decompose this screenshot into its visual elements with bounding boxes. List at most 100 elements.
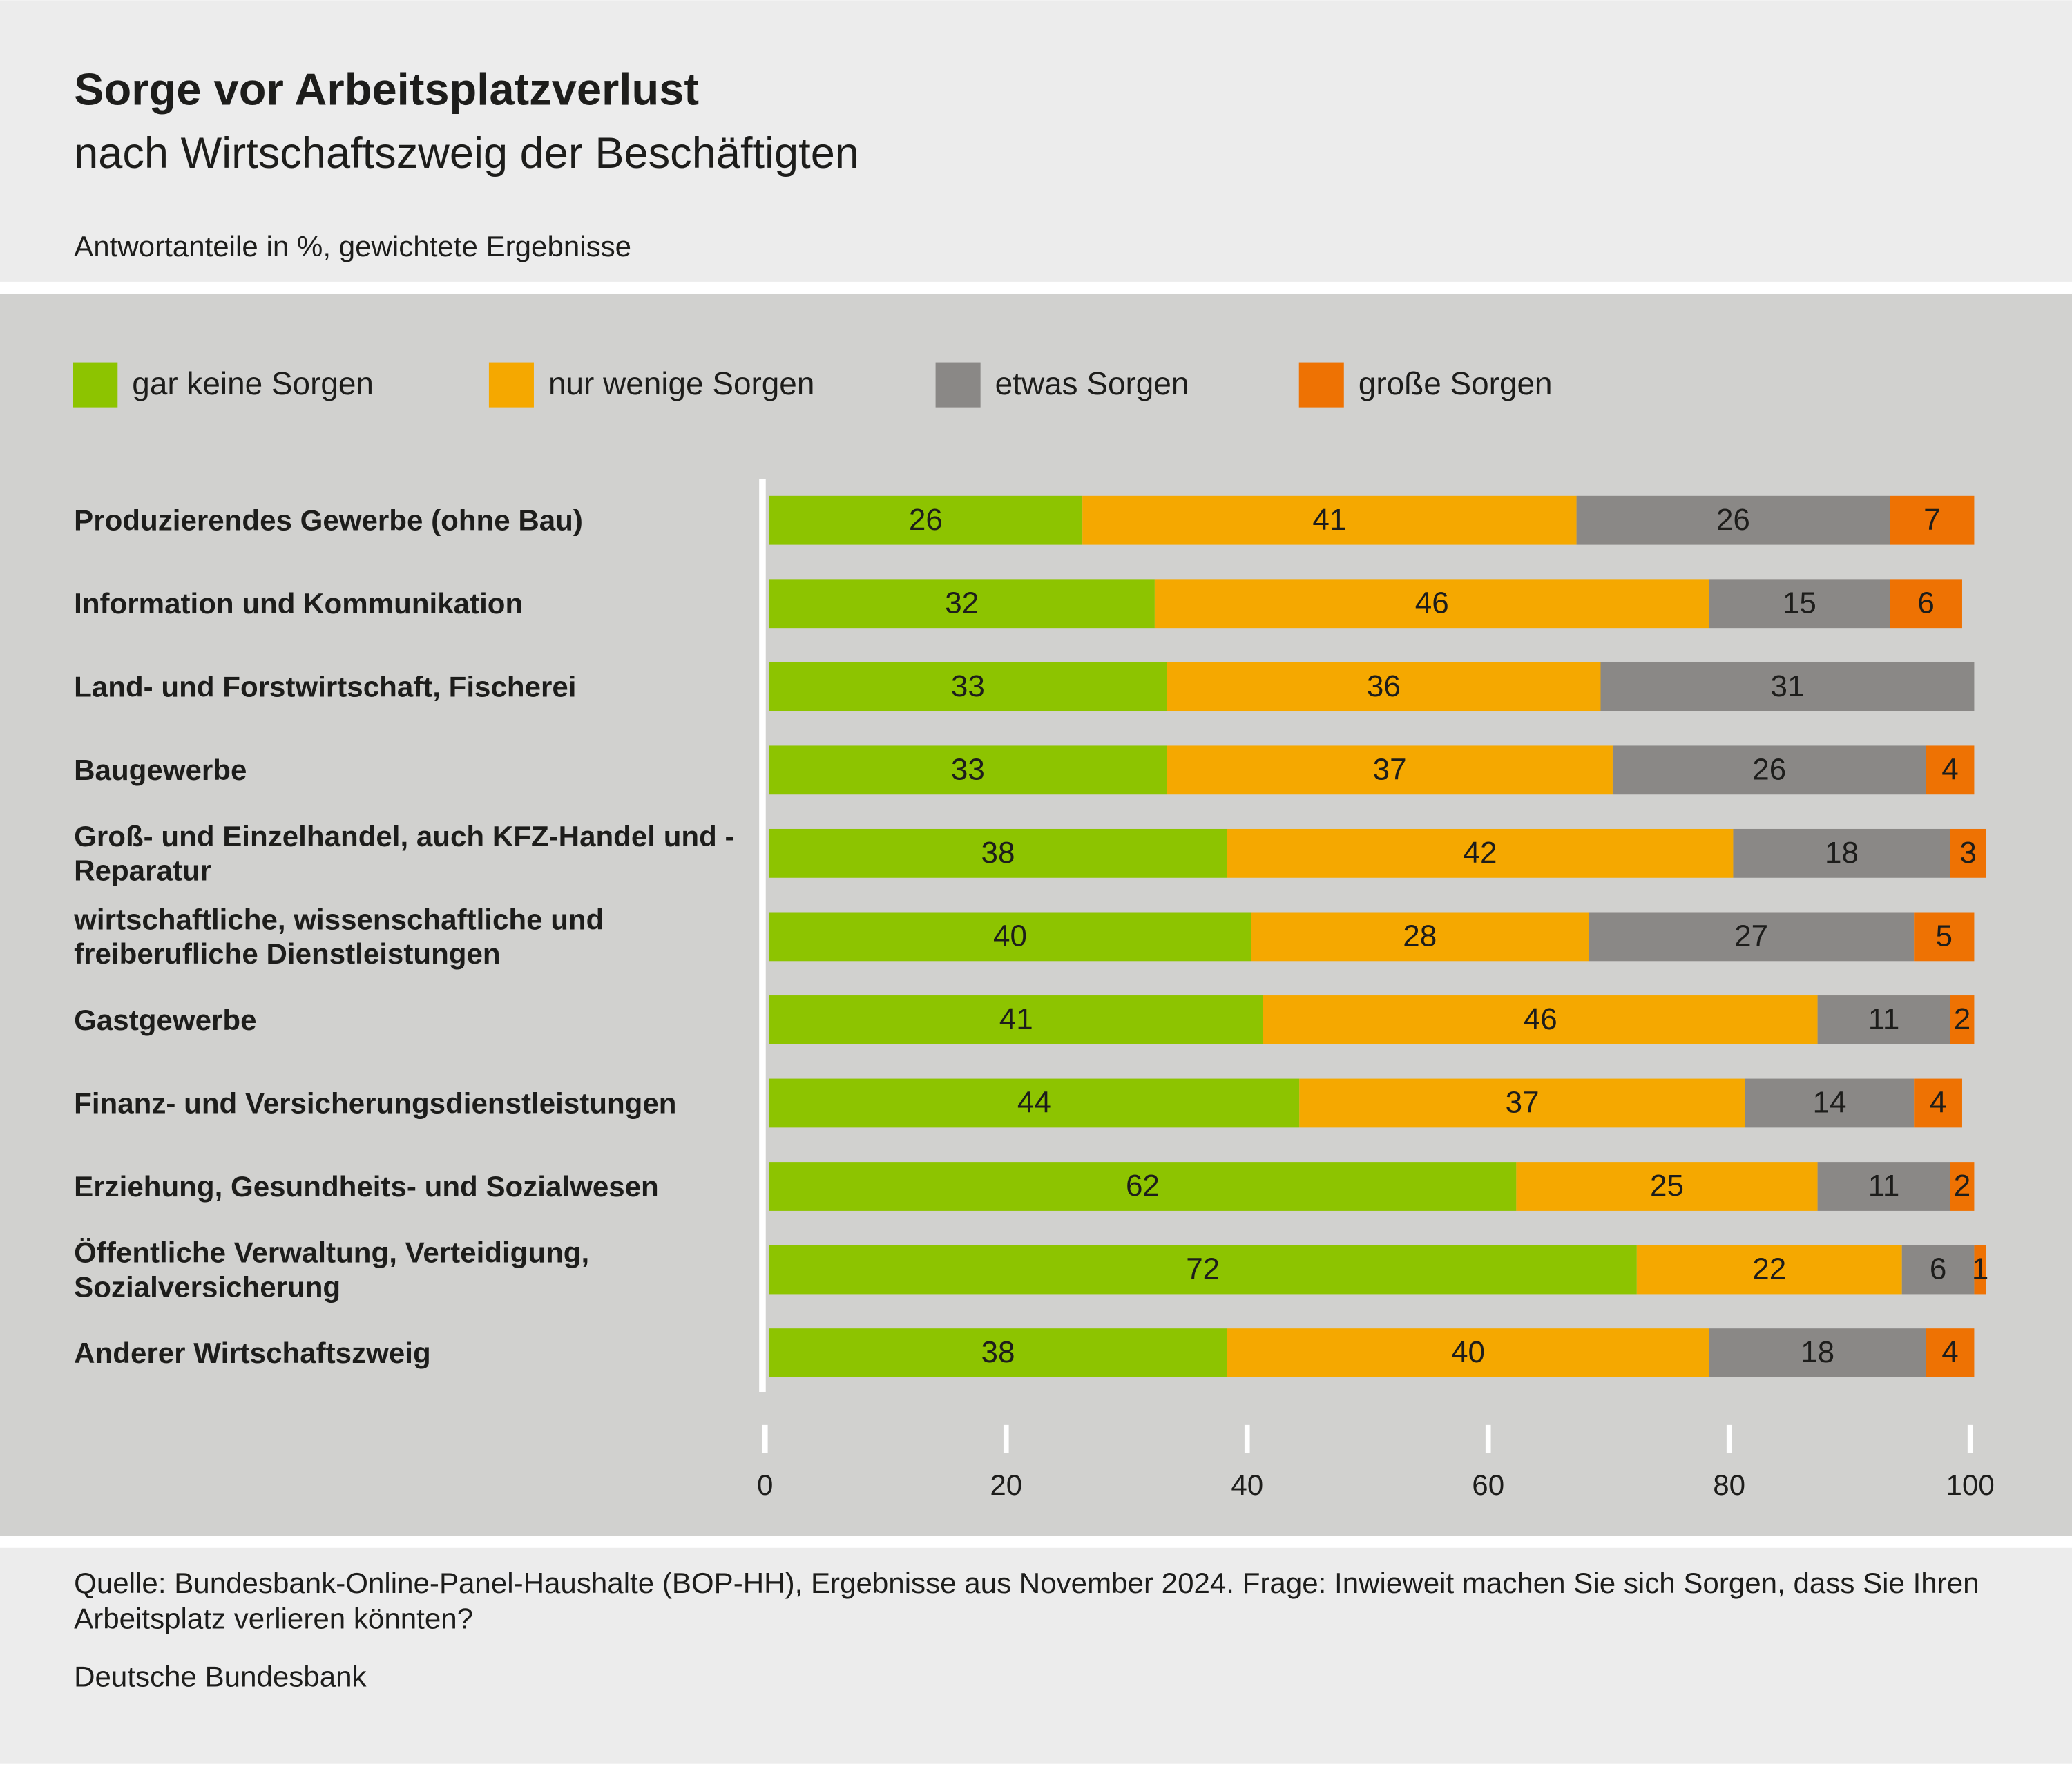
legend-label: gar keine Sorgen	[132, 365, 374, 401]
separator	[0, 1536, 2072, 1548]
bar-segment	[1600, 662, 1975, 711]
value-label: 14	[1813, 1086, 1847, 1120]
category-label-box: Öffentliche Verwaltung, Verteidigung, So…	[74, 1235, 590, 1303]
x-tick-label: 20	[990, 1469, 1022, 1501]
bar-segment	[1227, 1328, 1709, 1377]
category-label-box: Groß- und Einzelhandel, auch KFZ-Handel …	[74, 819, 735, 887]
bar-segment	[1914, 912, 1975, 962]
bar-segment	[1709, 579, 1890, 629]
bar-segment	[1612, 745, 1926, 795]
bar-segment	[1167, 745, 1613, 795]
bar-segment	[769, 912, 1251, 962]
bar-segment	[1227, 828, 1734, 878]
bar-segment	[1154, 579, 1709, 629]
bar-segment	[1263, 995, 1818, 1044]
bar-segment	[769, 495, 1083, 545]
value-label: 26	[1752, 752, 1786, 786]
bar-segment	[1733, 828, 1950, 878]
category-label: Land- und Forstwirtschaft, Fischerei	[74, 669, 577, 703]
source-box: Quelle: Bundesbank-Online-Panel-Haushalt…	[74, 1566, 1979, 1636]
value-label: 37	[1506, 1086, 1539, 1120]
value-label: 40	[1451, 1335, 1485, 1369]
bar-segment	[1950, 1162, 1975, 1211]
legend-label: nur wenige Sorgen	[548, 365, 814, 401]
value-label: 46	[1524, 1002, 1557, 1036]
bar-segment	[1926, 1328, 1975, 1377]
bar-segment	[769, 1078, 1300, 1128]
category-label: Erziehung, Gesundheits- und Sozialwesen	[74, 1169, 659, 1203]
value-label: 32	[945, 586, 979, 620]
value-label: 36	[1367, 669, 1401, 703]
x-tick-label: 0	[757, 1469, 773, 1501]
bar-segment	[1914, 1078, 1962, 1128]
value-label: 2	[1954, 1169, 1970, 1203]
value-label: 11	[1868, 1169, 1900, 1203]
value-label: 2	[1954, 1002, 1970, 1036]
bar-segment	[769, 1245, 1637, 1295]
value-label: 7	[1924, 503, 1940, 537]
value-label: 31	[1770, 669, 1804, 703]
bar-segment	[1926, 745, 1975, 795]
bar-segment	[1709, 1328, 1926, 1377]
category-label: Information und Kommunikation	[74, 586, 524, 620]
bar-segment	[1745, 1078, 1915, 1128]
value-label: 11	[1868, 1002, 1900, 1036]
value-label: 18	[1825, 836, 1859, 870]
bar-segment	[1890, 495, 1975, 545]
value-label: 3	[1959, 836, 1976, 870]
value-label: 40	[993, 919, 1027, 953]
bar-segment	[769, 1328, 1227, 1377]
legend-swatch	[73, 362, 118, 408]
category-label: Anderer Wirtschaftszweig	[74, 1335, 431, 1369]
bar-segment	[1589, 912, 1915, 962]
category-label-box: Finanz- und Versicherungsdienstleistunge…	[74, 1086, 677, 1119]
value-label: 27	[1734, 919, 1768, 953]
source: Quelle: Bundesbank-Online-Panel-Haushalt…	[74, 1566, 1979, 1636]
value-label: 28	[1403, 919, 1437, 953]
x-tick-label: 40	[1231, 1469, 1263, 1501]
category-label: Öffentliche Verwaltung, Verteidigung, So…	[74, 1235, 590, 1303]
legend-label: etwas Sorgen	[995, 365, 1189, 401]
value-label: 25	[1650, 1169, 1684, 1203]
category-label: Gastgewerbe	[74, 1002, 257, 1036]
category-label-box: Anderer Wirtschaftszweig	[74, 1335, 431, 1369]
publisher: Deutsche Bundesbank	[74, 1660, 367, 1692]
value-label: 26	[1716, 503, 1750, 537]
x-tick-label: 100	[1946, 1469, 1995, 1501]
value-label: 44	[1017, 1086, 1051, 1120]
bar-segment	[1817, 1162, 1950, 1211]
x-tick-label: 80	[1713, 1469, 1745, 1501]
category-label: Groß- und Einzelhandel, auch KFZ-Handel …	[74, 819, 735, 887]
value-label: 38	[981, 1335, 1015, 1369]
category-label: Baugewerbe	[74, 752, 247, 786]
category-label: Finanz- und Versicherungsdienstleistunge…	[74, 1086, 677, 1119]
legend-swatch	[1298, 362, 1344, 408]
bar-segment	[1974, 1245, 1986, 1295]
category-label-box: Produzierendes Gewerbe (ohne Bau)	[74, 503, 583, 536]
value-label: 4	[1941, 1335, 1958, 1369]
bar-segment	[1636, 1245, 1902, 1295]
bar-segment	[769, 579, 1155, 629]
category-label-box: wirtschaftliche, wissenschaftliche und f…	[74, 902, 604, 970]
value-label: 26	[909, 503, 943, 537]
value-label: 22	[1752, 1252, 1786, 1286]
chart-title: Sorge vor Arbeitsplatzverlust	[74, 64, 699, 114]
bar-segment	[1576, 495, 1890, 545]
value-label: 41	[999, 1002, 1033, 1036]
value-label: 4	[1930, 1086, 1946, 1120]
bar-segment	[769, 1162, 1517, 1211]
value-label: 18	[1801, 1335, 1834, 1369]
value-label: 38	[981, 836, 1015, 870]
category-label-box: Gastgewerbe	[74, 1002, 257, 1036]
x-tick-label: 60	[1472, 1469, 1504, 1501]
bar-segment	[1516, 1162, 1818, 1211]
value-label: 33	[951, 669, 985, 703]
category-label-box: Erziehung, Gesundheits- und Sozialwesen	[74, 1169, 659, 1203]
value-label: 5	[1936, 919, 1953, 953]
bar-segment	[1890, 579, 1962, 629]
value-label: 46	[1415, 586, 1449, 620]
separator	[0, 281, 2072, 294]
bar-segment	[769, 662, 1167, 711]
bar-segment	[1950, 828, 1986, 878]
